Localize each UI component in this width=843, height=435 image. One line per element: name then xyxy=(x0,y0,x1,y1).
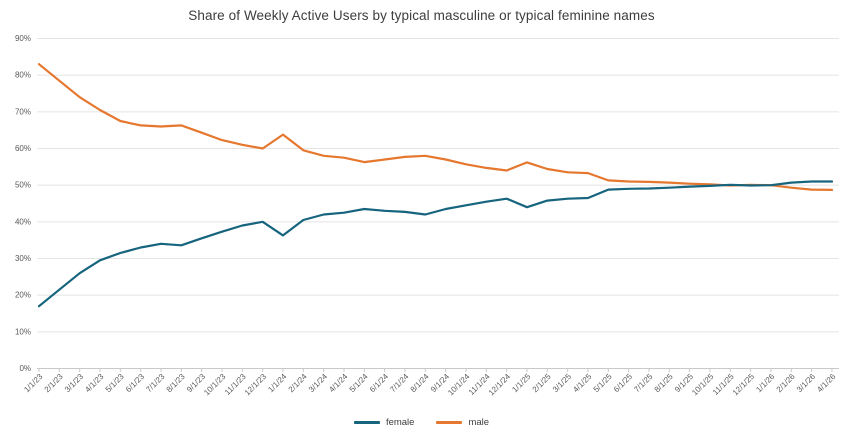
y-tick-label: 30% xyxy=(15,254,31,263)
x-tick-label: 1/1/25 xyxy=(510,372,532,394)
x-tick-label: 4/1/25 xyxy=(571,372,593,394)
x-tick-label: 3/1/25 xyxy=(551,372,573,394)
y-tick-label: 20% xyxy=(15,291,31,300)
x-tick-label: 7/1/25 xyxy=(632,372,654,394)
x-tick-label: 6/1/24 xyxy=(368,372,390,394)
x-tick-label: 5/1/23 xyxy=(104,372,126,394)
legend-swatch-female xyxy=(353,421,380,424)
x-tick-label: 8/1/25 xyxy=(653,372,675,394)
legend-label-male: male xyxy=(468,417,490,428)
legend-label-female: female xyxy=(385,417,415,428)
x-tick-label: 10/1/25 xyxy=(690,372,716,398)
x-tick-label: 12/1/25 xyxy=(731,372,757,398)
legend-item-male: male xyxy=(436,417,489,428)
series-line-male xyxy=(37,63,834,191)
x-tick-label: 2/1/23 xyxy=(43,372,65,394)
series-line-female xyxy=(37,180,834,308)
chart-legend: female male xyxy=(0,417,843,428)
legend-swatch-male xyxy=(436,421,463,424)
chart-title: Share of Weekly Active Users by typical … xyxy=(188,8,655,23)
y-tick-label: 50% xyxy=(15,181,31,190)
y-tick-label: 10% xyxy=(15,327,31,336)
x-tick-label: 8/1/24 xyxy=(409,372,431,394)
x-tick-label: 10/1/23 xyxy=(202,372,228,398)
y-tick-label: 40% xyxy=(15,217,31,226)
x-tick-label: 1/1/23 xyxy=(22,372,44,394)
x-tick-label: 6/1/23 xyxy=(124,372,146,394)
y-tick-label: 0% xyxy=(19,364,31,373)
x-tick-label: 4/1/24 xyxy=(327,372,349,394)
x-tick-label: 3/1/24 xyxy=(307,372,329,394)
y-tick-label: 90% xyxy=(15,34,31,43)
y-tick-label: 70% xyxy=(15,107,31,116)
x-tick-label: 4/1/23 xyxy=(83,372,105,394)
x-tick-label: 2/1/24 xyxy=(287,372,309,394)
x-tick-label: 3/1/23 xyxy=(63,372,85,394)
x-tick-label: 1/1/26 xyxy=(754,372,776,394)
x-tick-label: 1/1/24 xyxy=(266,372,288,394)
x-tick-label: 2/1/25 xyxy=(531,372,553,394)
x-tick-label: 6/1/25 xyxy=(612,372,634,394)
x-tick-label: 10/1/24 xyxy=(446,372,472,398)
x-tick-label: 5/1/24 xyxy=(348,372,370,394)
x-tick-label: 8/1/23 xyxy=(165,372,187,394)
x-tick-label: 12/1/23 xyxy=(243,372,269,398)
x-tick-label: 7/1/23 xyxy=(144,372,166,394)
x-tick-label: 12/1/24 xyxy=(487,372,513,398)
x-tick-label: 5/1/25 xyxy=(592,372,614,394)
legend-item-female: female xyxy=(353,417,415,428)
x-tick-label: 3/1/26 xyxy=(795,372,817,394)
x-tick-label: 7/1/24 xyxy=(388,372,410,394)
x-tick-label: 2/1/26 xyxy=(775,372,797,394)
y-tick-label: 80% xyxy=(15,71,31,80)
y-tick-label: 60% xyxy=(15,144,31,153)
x-tick-label: 4/1/26 xyxy=(815,372,837,394)
